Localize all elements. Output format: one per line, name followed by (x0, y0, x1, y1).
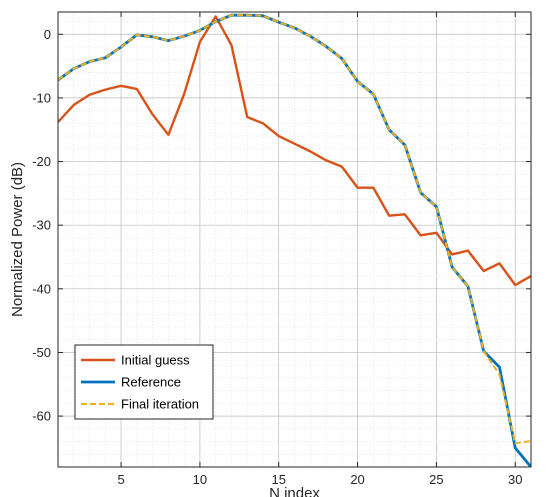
x-tick-label: 30 (508, 472, 522, 487)
y-tick-label: -40 (32, 281, 51, 296)
y-tick-label: -30 (32, 218, 51, 233)
x-tick-label: 20 (350, 472, 364, 487)
y-tick-label: -50 (32, 345, 51, 360)
legend-label-final-iteration: Final iteration (121, 397, 199, 412)
x-tick-label: 25 (429, 472, 443, 487)
legend-item-final-iteration: Final iteration (81, 397, 199, 412)
plot-frame (57, 11, 532, 468)
legend: Initial guess Reference Final iteration (74, 344, 214, 420)
y-axis-label: Normalized Power (dB) (9, 162, 26, 317)
legend-label-initial-guess: Initial guess (121, 353, 190, 368)
y-tick-label: -60 (32, 409, 51, 424)
legend-item-initial-guess: Initial guess (81, 353, 190, 368)
legend-label-reference: Reference (121, 375, 181, 390)
x-tick-label: 5 (117, 472, 124, 487)
y-tick-label: -20 (32, 154, 51, 169)
series-line-final-iteration (58, 14, 531, 445)
x-tick-label: 15 (271, 472, 285, 487)
y-axis-ticks: 0 -10 -20 -30 -40 -50 -60 (32, 27, 531, 424)
series-layer (58, 13, 531, 467)
y-tick-label: 0 (44, 27, 51, 42)
series-line-initial-guess (58, 15, 531, 287)
legend-item-reference: Reference (81, 375, 181, 390)
x-axis-label: N index (269, 485, 320, 497)
y-tick-label: -10 (32, 90, 51, 105)
x-tick-label: 10 (193, 472, 207, 487)
x-axis-ticks: 5 10 15 20 25 30 (117, 12, 522, 487)
